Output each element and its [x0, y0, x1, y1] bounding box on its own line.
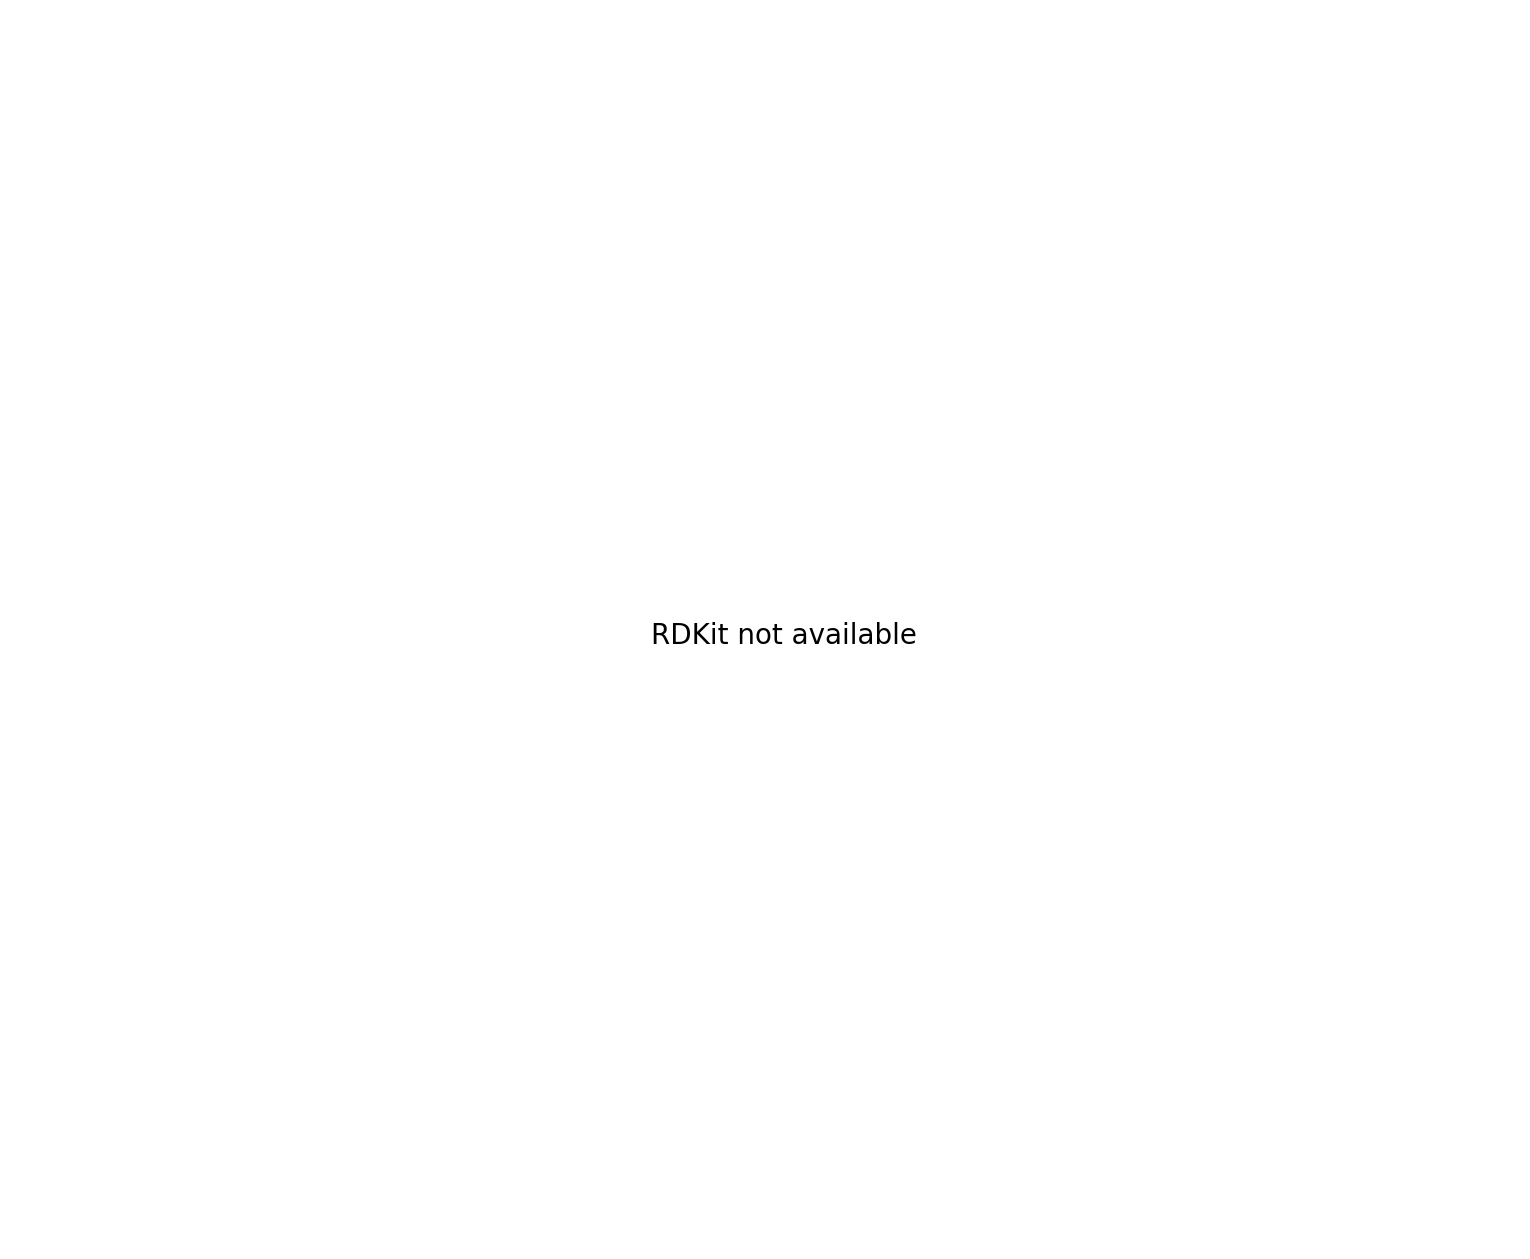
- Text: RDKit not available: RDKit not available: [652, 622, 916, 650]
